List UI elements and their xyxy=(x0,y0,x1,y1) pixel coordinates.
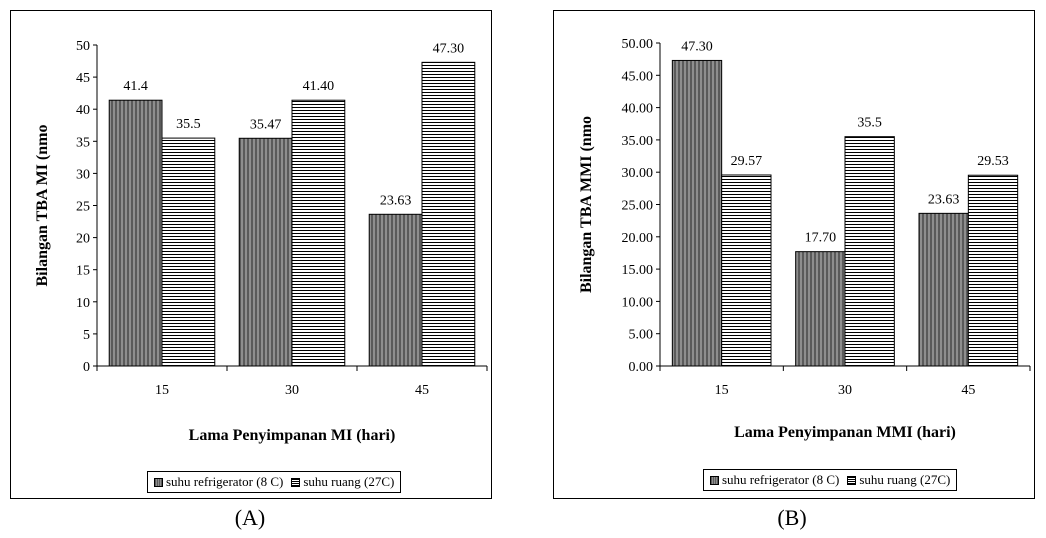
y-tick-label: 10.00 xyxy=(622,295,654,310)
x-tick-label: 15 xyxy=(715,383,729,398)
bar-room xyxy=(967,174,1019,367)
y-tick-label: 45 xyxy=(76,71,90,86)
bar-room xyxy=(291,99,346,367)
y-tick-label: 0 xyxy=(83,360,90,375)
y-tick-label: 25 xyxy=(76,200,90,215)
caption-a: (A) xyxy=(234,505,266,530)
legend-label-room: suhu ruang (27C) xyxy=(859,472,951,487)
legend-swatch-fridge xyxy=(710,475,719,485)
bar-refrigerator xyxy=(238,137,293,367)
bar-refrigerator xyxy=(918,212,969,367)
data-label: 41.40 xyxy=(303,79,335,94)
y-tick-label: 40.00 xyxy=(622,102,654,117)
data-label: 23.63 xyxy=(380,193,412,208)
data-label: 41.4 xyxy=(123,79,148,94)
y-tick-label: 40 xyxy=(76,103,90,118)
data-label: 29.53 xyxy=(977,154,1009,169)
y-tick-label: 15 xyxy=(76,264,90,279)
x-tick-label: 45 xyxy=(415,383,429,398)
bar-refrigerator xyxy=(795,251,846,367)
y-axis-title: Bilangan TBA MMI (nmo xyxy=(578,116,595,293)
data-label: 47.30 xyxy=(681,39,713,54)
legend-item-room: suhu ruang (27C) xyxy=(291,474,394,490)
data-label: 29.57 xyxy=(731,154,763,169)
chart-b-legend: suhu refrigerator (8 C) suhu ruang (27C) xyxy=(703,469,958,491)
y-tick-label: 15.00 xyxy=(622,263,654,278)
y-tick-label: 10 xyxy=(76,296,90,311)
data-label: 17.70 xyxy=(805,231,837,246)
data-label: 47.30 xyxy=(433,41,465,56)
x-axis-title: Lama Penyimpanan MMI (hari) xyxy=(734,424,956,441)
legend-swatch-room xyxy=(847,475,857,485)
y-tick-label: 30.00 xyxy=(622,166,654,181)
y-tick-label: 35 xyxy=(76,135,90,150)
legend-swatch-room xyxy=(291,477,301,487)
legend-swatch-fridge xyxy=(154,477,163,487)
bar-refrigerator xyxy=(368,213,423,367)
legend-label-fridge: suhu refrigerator (8 C) xyxy=(166,474,284,489)
bar-room xyxy=(421,61,476,367)
y-tick-label: 30 xyxy=(76,167,90,182)
data-label: 35.5 xyxy=(176,117,201,132)
y-tick-label: 0.00 xyxy=(629,360,654,375)
data-label: 23.63 xyxy=(928,192,960,207)
legend-label-room: suhu ruang (27C) xyxy=(303,474,395,489)
bar-refrigerator xyxy=(671,59,723,367)
x-tick-label: 30 xyxy=(838,383,852,398)
chart-a-plot: 0 5 10 15 20 25 30 35 40 45 50 15 30 45 41.4 35.5 35.47 4… xyxy=(34,39,488,444)
y-tick-label: 50 xyxy=(76,39,90,54)
legend-item-fridge: suhu refrigerator (8 C) xyxy=(154,474,283,490)
caption-b: (B) xyxy=(777,505,807,530)
legend-item-fridge: suhu refrigerator (8 C) xyxy=(710,472,839,488)
data-label: 35.5 xyxy=(857,116,882,131)
y-tick-label: 20 xyxy=(76,232,90,247)
y-tick-label: 5.00 xyxy=(629,328,654,343)
y-tick-label: 25.00 xyxy=(622,199,654,214)
data-label: 35.47 xyxy=(250,117,282,132)
y-tick-label: 45.00 xyxy=(622,69,654,84)
x-tick-label: 15 xyxy=(155,383,169,398)
chart-a-legend: suhu refrigerator (8 C) suhu ruang (27C) xyxy=(147,471,402,493)
x-tick-label: 30 xyxy=(285,383,299,398)
chart-panel-a: 0 5 10 15 20 25 30 35 40 45 50 15 30 45 41.4 35.5 35.47 4… xyxy=(10,10,492,499)
y-tick-label: 50.00 xyxy=(622,37,654,52)
bar-refrigerator xyxy=(108,99,163,367)
chart-b-plot: 0.00 5.00 10.00 15.00 20.00 25.00 30.00 35.00 40… xyxy=(578,37,1031,441)
x-axis-title: Lama Penyimpanan MI (hari) xyxy=(189,427,396,444)
y-tick-label: 35.00 xyxy=(622,134,654,149)
y-tick-label: 20.00 xyxy=(622,231,654,246)
y-tick-label: 5 xyxy=(83,328,90,343)
bar-room xyxy=(721,174,772,367)
bar-room xyxy=(161,137,216,367)
bar-room xyxy=(844,136,895,367)
y-axis-title: Bilangan TBA MI (nmo xyxy=(34,125,51,287)
chart-panel-b: 0.00 5.00 10.00 15.00 20.00 25.00 30.00 35.00 40… xyxy=(553,10,1035,499)
legend-label-fridge: suhu refrigerator (8 C) xyxy=(722,472,840,487)
x-tick-label: 45 xyxy=(961,383,975,398)
legend-item-room: suhu ruang (27C) xyxy=(847,472,950,488)
